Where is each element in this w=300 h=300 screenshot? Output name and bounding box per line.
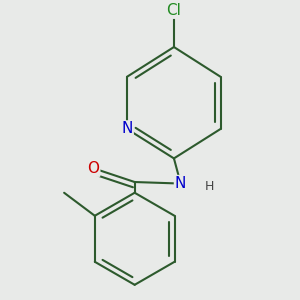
- Text: H: H: [205, 179, 214, 193]
- Text: N: N: [175, 176, 186, 191]
- Text: N: N: [121, 122, 133, 136]
- Text: Cl: Cl: [167, 3, 182, 18]
- Text: O: O: [87, 161, 99, 176]
